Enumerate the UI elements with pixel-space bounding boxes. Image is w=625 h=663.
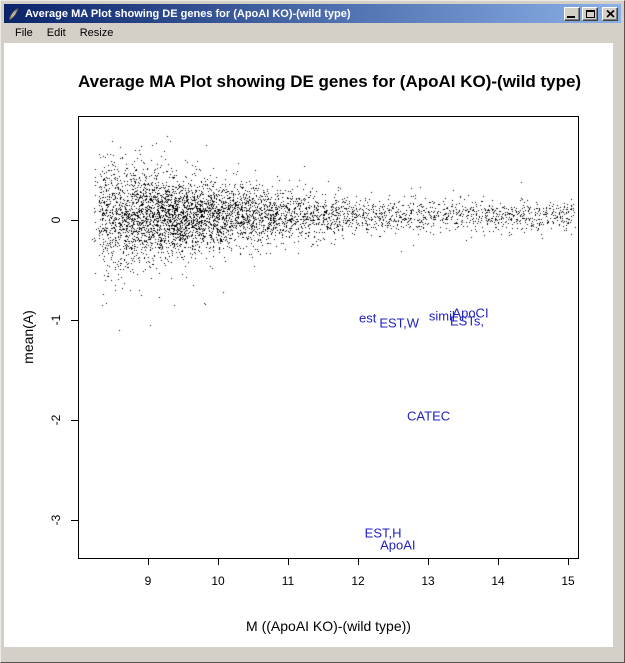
plot-box	[78, 116, 579, 559]
y-tick-mark	[71, 420, 78, 421]
x-tick-label: 12	[351, 574, 365, 588]
x-tick-mark	[148, 559, 149, 565]
menu-bar: File Edit Resize	[4, 23, 621, 43]
x-tick-mark	[498, 559, 499, 565]
de-gene-label: simil	[428, 308, 455, 324]
y-tick-label: -1	[49, 314, 63, 326]
menu-item-resize[interactable]: Resize	[79, 27, 114, 39]
de-gene-label: ApoAI	[380, 537, 416, 553]
x-tick-mark	[218, 559, 219, 565]
x-tick-label: 13	[421, 574, 435, 588]
window-title: Average MA Plot showing DE genes for (Ap…	[25, 7, 351, 20]
x-tick-mark	[288, 559, 289, 565]
feather-icon[interactable]	[7, 7, 21, 21]
close-icon	[605, 9, 615, 18]
de-gene-label: EST,W	[379, 315, 420, 331]
x-tick-mark	[358, 559, 359, 565]
de-gene-label: CATEC	[407, 408, 451, 424]
de-gene-label: ApoCI	[452, 305, 489, 321]
window-titlebar[interactable]: Average MA Plot showing DE genes for (Ap…	[4, 4, 621, 23]
de-gene-label: est	[359, 310, 377, 326]
y-tick-mark	[71, 220, 78, 221]
plot-title: Average MA Plot showing DE genes for (Ap…	[78, 72, 582, 91]
maximize-button[interactable]	[582, 6, 598, 21]
minimize-icon	[567, 16, 575, 18]
x-tick-label: 9	[144, 574, 152, 588]
de-gene-label: EST,H	[364, 525, 402, 541]
x-tick-label: 11	[281, 574, 295, 588]
menu-item-edit[interactable]: Edit	[46, 27, 66, 39]
y-tick-label: 0	[49, 216, 63, 224]
y-tick-mark	[71, 320, 78, 321]
scatter-points	[78, 116, 579, 559]
x-tick-mark	[428, 559, 429, 565]
close-button[interactable]	[602, 6, 618, 21]
x-tick-label: 10	[211, 574, 225, 588]
y-tick-label: -3	[49, 514, 63, 526]
x-tick-mark	[568, 559, 569, 565]
minimize-button[interactable]	[564, 6, 580, 21]
x-axis-title: M ((ApoAI KO)-(wild type))	[246, 618, 411, 634]
x-tick-label: 15	[561, 574, 575, 588]
de-gene-label: ESTs,	[450, 313, 484, 329]
plot-client-area: Average MA Plot showing DE genes for (Ap…	[4, 43, 613, 647]
x-tick-label: 14	[491, 574, 505, 588]
y-tick-label: -2	[49, 414, 63, 426]
menu-item-file[interactable]: File	[15, 27, 33, 39]
y-axis-title: mean(A)	[20, 310, 36, 364]
y-tick-mark	[71, 520, 78, 521]
maximize-icon	[585, 9, 595, 18]
